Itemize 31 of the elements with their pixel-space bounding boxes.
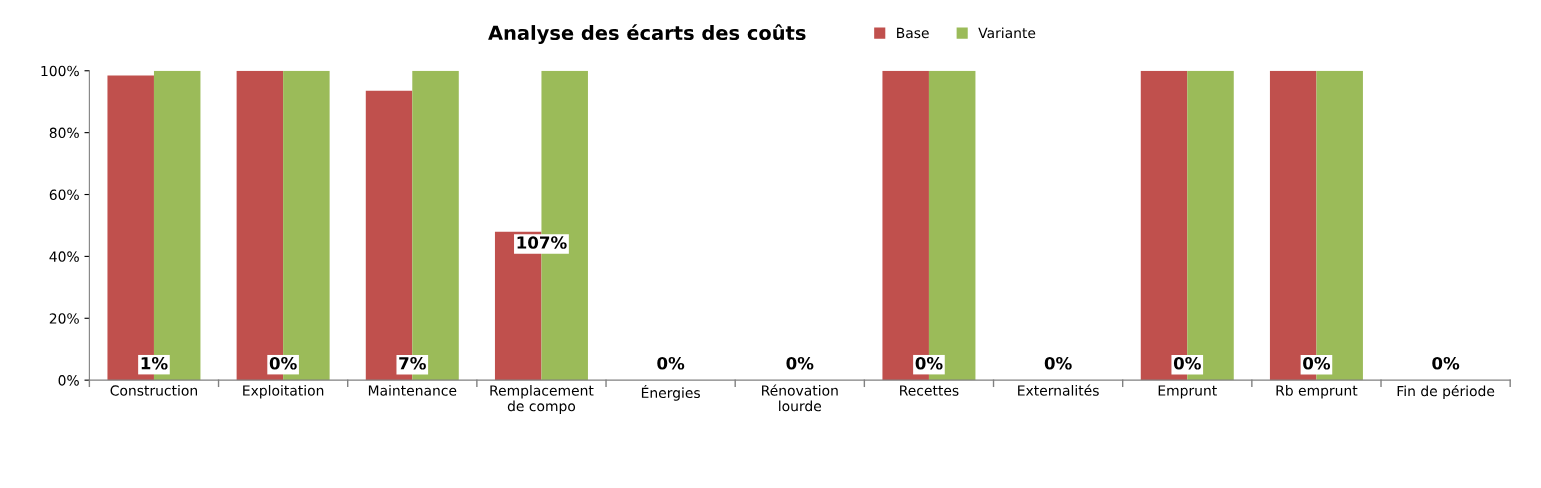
y-tick-label: 40% — [49, 251, 79, 262]
legend-label: Base — [897, 27, 929, 39]
x-tick-label: Rb emprunt — [1276, 385, 1358, 399]
x-tick-label: Construction — [110, 385, 197, 396]
annotation: 7% — [399, 356, 426, 370]
annotation: 0% — [1432, 356, 1460, 370]
chart-title: Analyse des écarts des coûts — [488, 24, 806, 45]
x-tick-label: Exploitation — [243, 385, 324, 399]
annotation: 0% — [1044, 356, 1072, 370]
x-tick-label: Énergies — [641, 385, 700, 401]
y-tick-label: 60% — [49, 189, 79, 200]
x-tick-label: Externalités — [1018, 384, 1099, 396]
y-tick-label: 0% — [58, 375, 79, 386]
annotation: 107% — [517, 236, 567, 249]
annotation: 0% — [786, 356, 814, 370]
x-tick-label: Remplacement de compo — [490, 385, 594, 415]
annotation: 0% — [915, 356, 943, 370]
annotation: 0% — [657, 356, 685, 370]
x-tick-label: Emprunt — [1158, 385, 1217, 399]
x-tick-label: Maintenance — [368, 385, 457, 396]
x-tick-label: Fin de période — [1397, 385, 1495, 400]
y-tick-label: 20% — [49, 313, 79, 324]
y-tick-label: 100% — [41, 65, 79, 77]
annotation: 0% — [269, 356, 297, 370]
annotation: 0% — [1303, 356, 1331, 370]
x-tick-label: Recettes — [900, 385, 959, 396]
legend-label: Variante — [978, 27, 1036, 39]
x-tick-label: Rénovation lourde — [762, 384, 838, 412]
y-tick-label: 80% — [49, 127, 79, 139]
annotation: 0% — [1173, 356, 1201, 370]
annotation: 1% — [141, 356, 168, 370]
